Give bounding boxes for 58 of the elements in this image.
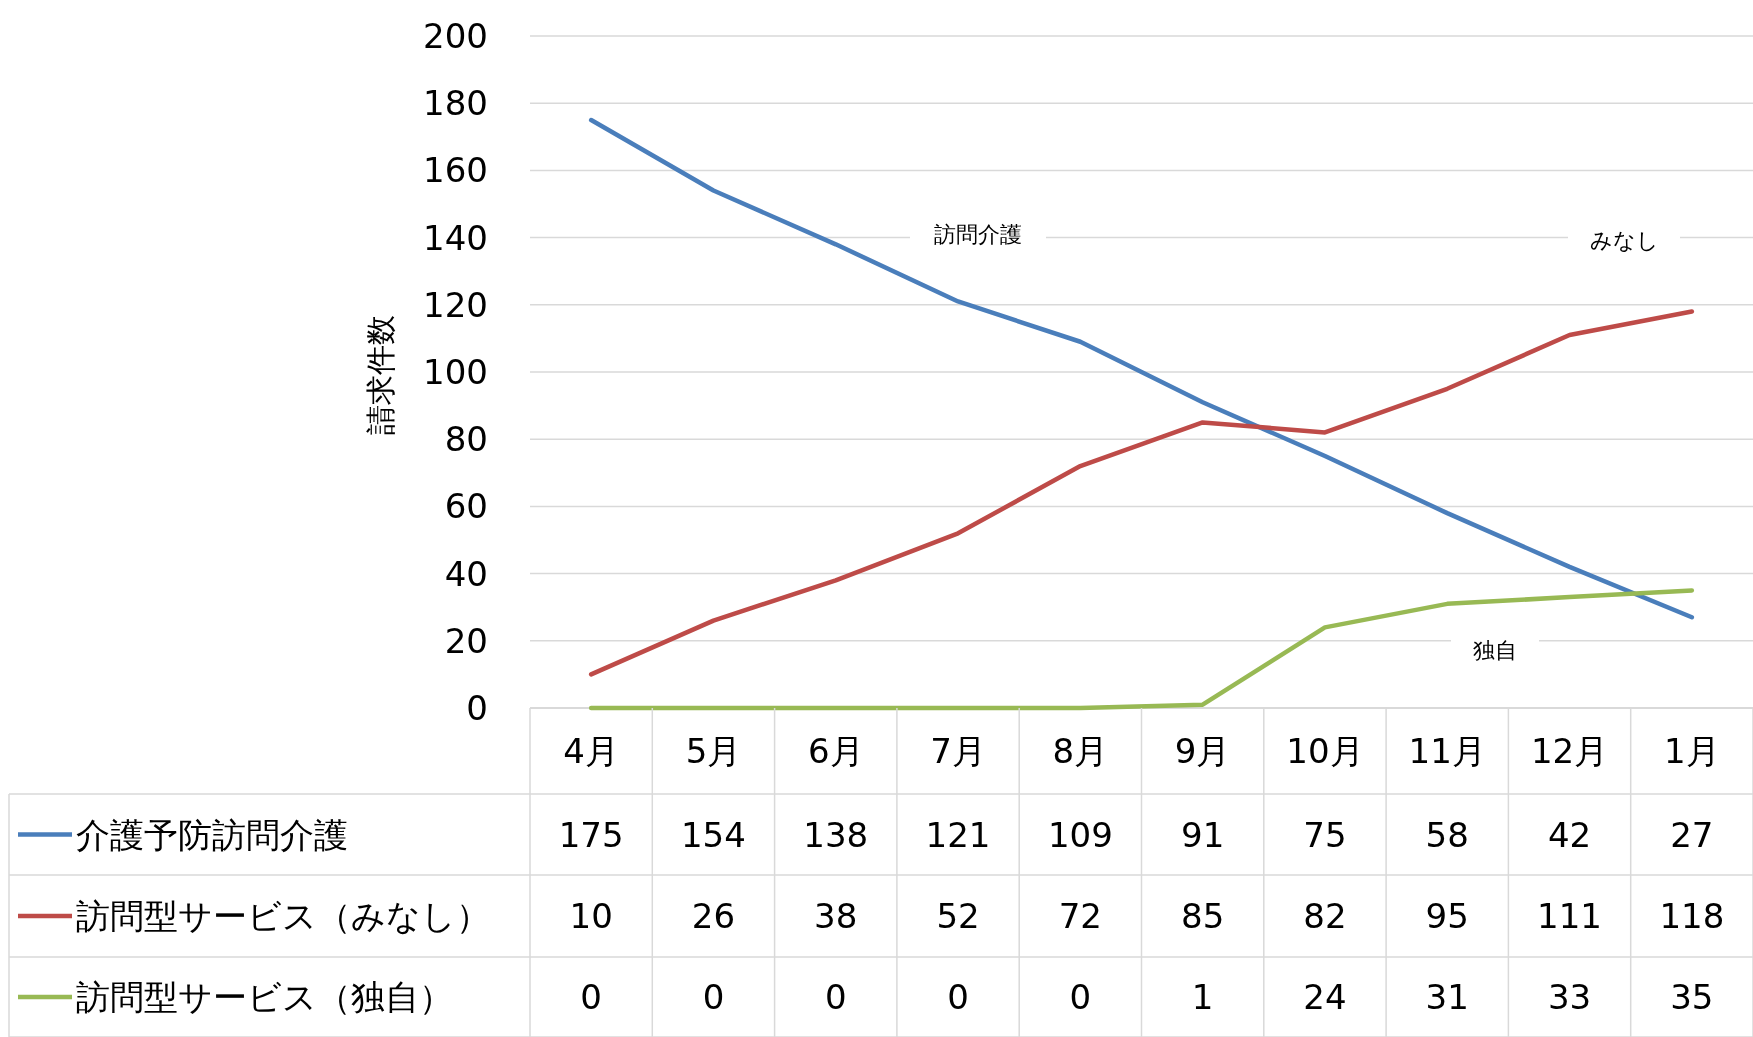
data-label: 154	[681, 814, 746, 855]
data-label: 75	[1303, 814, 1347, 855]
data-label: 0	[702, 977, 725, 1017]
x-tick-label: 1月	[1664, 731, 1720, 771]
y-tick-label: 60	[444, 486, 488, 527]
data-label: 38	[814, 896, 858, 936]
data-label: 109	[1047, 814, 1113, 855]
x-tick-label: 5月	[685, 731, 742, 771]
data-label: 138	[803, 814, 869, 855]
y-tick-label: 40	[444, 553, 488, 594]
y-axis-title: 請求件数	[362, 315, 398, 435]
data-label: 10	[569, 896, 613, 936]
y-tick-label: 20	[444, 620, 488, 661]
x-tick-label: 10月	[1286, 731, 1364, 771]
data-label: 72	[1058, 896, 1102, 936]
y-tick-label: 140	[423, 217, 488, 258]
data-label: 85	[1181, 896, 1225, 936]
y-tick-label: 0	[466, 688, 488, 728]
y-tick-label: 180	[423, 83, 488, 124]
legend-label: 訪問型サービス（みなし）	[76, 896, 490, 936]
data-label: 42	[1547, 814, 1592, 855]
y-tick-label: 120	[423, 284, 488, 325]
data-label: 0	[580, 977, 602, 1017]
data-label: 27	[1670, 814, 1714, 855]
x-tick-label: 8月	[1052, 731, 1109, 771]
data-label: 31	[1425, 977, 1469, 1017]
data-label: 58	[1425, 814, 1469, 855]
y-tick-label: 160	[423, 150, 488, 191]
data-label: 0	[1069, 977, 1092, 1017]
data-label: 0	[947, 977, 969, 1017]
y-tick-label: 200	[423, 16, 488, 56]
data-label: 52	[936, 896, 980, 936]
data-label: 1	[1191, 977, 1214, 1017]
annotation: 訪問介護	[934, 221, 1022, 247]
data-label: 118	[1659, 896, 1725, 936]
data-label: 82	[1303, 896, 1347, 936]
y-tick-label: 80	[444, 419, 488, 460]
data-label: 91	[1181, 814, 1225, 855]
x-tick-label: 12月	[1530, 731, 1609, 771]
y-tick-label: 100	[423, 352, 488, 392]
data-label: 26	[691, 896, 736, 936]
legend-label: 訪問型サービス（独自）	[76, 977, 453, 1017]
data-label: 95	[1425, 896, 1469, 936]
annotation: みなし	[1589, 227, 1659, 253]
data-label: 0	[824, 977, 847, 1017]
x-tick-label: 4月	[563, 731, 619, 771]
data-label: 24	[1303, 977, 1347, 1017]
data-label: 121	[925, 814, 991, 855]
x-tick-label: 7月	[930, 731, 986, 771]
data-label: 35	[1670, 977, 1714, 1017]
x-tick-label: 6月	[807, 731, 864, 771]
x-tick-label: 9月	[1174, 731, 1231, 771]
annotation: 独自	[1473, 637, 1517, 663]
x-tick-label: 11月	[1408, 731, 1486, 771]
data-label: 111	[1537, 896, 1602, 936]
data-label: 33	[1547, 977, 1592, 1017]
data-label: 175	[558, 814, 624, 855]
legend-label: 介護予防訪問介護	[76, 814, 348, 855]
